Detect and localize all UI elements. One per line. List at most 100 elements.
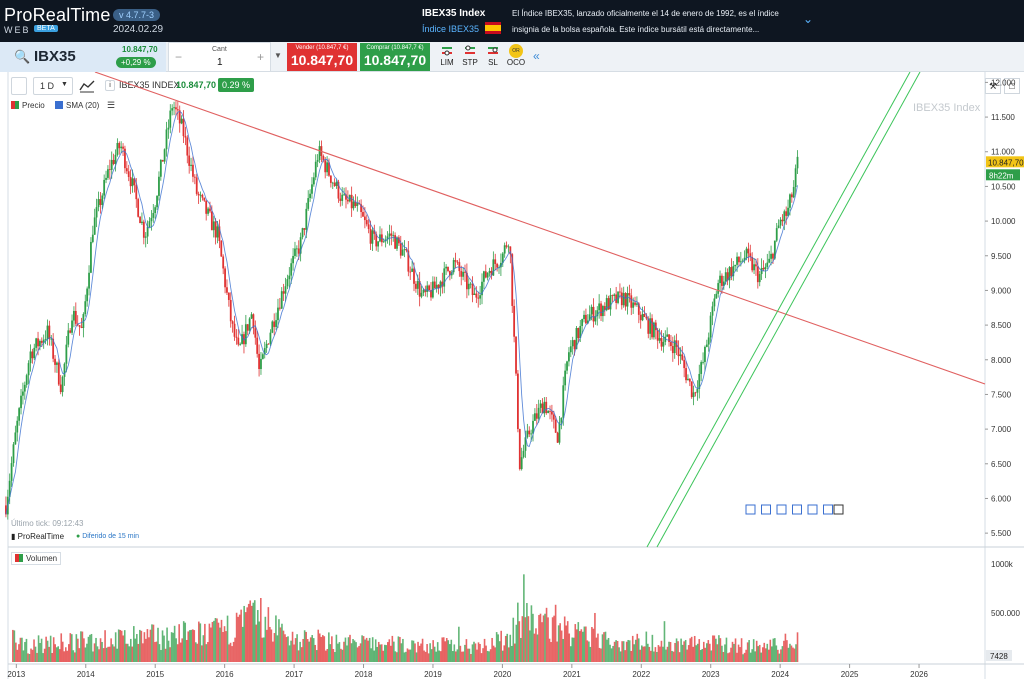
volume-bar xyxy=(409,649,412,662)
volume-bar xyxy=(452,651,454,662)
candle-body xyxy=(613,294,616,296)
order-type-stp[interactable]: STP xyxy=(459,44,481,67)
volume-bar xyxy=(290,640,292,662)
candle-body xyxy=(520,457,523,470)
qty-increase-button[interactable]: + xyxy=(257,50,265,64)
volume-bar xyxy=(170,632,173,662)
candle-body xyxy=(114,154,117,164)
timeframe-select[interactable]: 1 D ▼ xyxy=(33,77,73,95)
volume-bar xyxy=(627,639,629,662)
legend-volume[interactable]: Volumen xyxy=(11,552,62,565)
volume-bar xyxy=(506,633,509,662)
volume-bar xyxy=(582,631,584,662)
volume-bar xyxy=(764,648,767,662)
volume-bar xyxy=(408,649,410,662)
candle-body xyxy=(492,259,495,276)
volume-bar xyxy=(616,640,619,662)
volume-bar xyxy=(98,649,100,662)
volume-bar xyxy=(213,620,215,662)
candle-body xyxy=(356,203,359,207)
app-logo[interactable]: ProRealTime xyxy=(4,5,111,25)
legend-price[interactable]: Precio xyxy=(11,101,45,110)
qty-dropdown-icon[interactable]: ▼ xyxy=(274,51,282,60)
volume-bar xyxy=(796,632,799,662)
volume-bar xyxy=(356,647,359,662)
candle-body xyxy=(626,293,629,307)
volume-bar xyxy=(639,649,642,662)
index-subtitle-link[interactable]: Índice IBEX35 xyxy=(422,24,480,34)
info-icon[interactable]: i xyxy=(105,80,115,91)
candle-body xyxy=(670,342,672,347)
volume-bar xyxy=(769,639,772,662)
candle-body xyxy=(241,334,243,344)
qty-decrease-button[interactable]: − xyxy=(175,50,183,64)
symbol-search[interactable]: 🔍 IBX35 10.847,70 +0,29 % xyxy=(0,42,166,72)
volume-bar xyxy=(698,639,701,662)
candle-body xyxy=(237,337,240,345)
candle-body xyxy=(403,248,406,250)
volume-bar xyxy=(760,652,763,662)
window-icon[interactable]: □ xyxy=(1004,78,1020,94)
candle-body xyxy=(314,161,317,178)
y-tick-label: 9.000 xyxy=(991,286,1012,295)
candle-body xyxy=(169,110,172,128)
volume-bar xyxy=(761,647,764,662)
volume-bar xyxy=(450,639,453,662)
collapse-chevron-icon[interactable]: « xyxy=(533,49,540,63)
price-chart[interactable]: 12.000 11.500 11.000 10.500 10.000 9.500 9.000… xyxy=(0,72,1024,679)
quantity-stepper[interactable]: − Cant 1 + xyxy=(168,42,271,72)
order-type-lim[interactable]: LIM xyxy=(436,44,458,67)
volume-bar xyxy=(365,637,368,662)
volume-bar xyxy=(66,650,69,662)
candle-body xyxy=(747,248,750,254)
volume-bar xyxy=(509,634,512,662)
search-icon[interactable]: 🔍 xyxy=(14,49,31,64)
volume-bar xyxy=(583,626,586,662)
volume-bar xyxy=(780,649,782,662)
candle-body xyxy=(585,314,587,324)
volume-bar xyxy=(498,641,501,662)
volume-bar xyxy=(792,647,794,662)
candle-body xyxy=(656,330,659,341)
candle-body xyxy=(600,303,602,317)
buy-button[interactable]: Comprar (10.847,7 €) 10.847,70 xyxy=(360,43,430,71)
sell-button[interactable]: Vender (10.847,7 €) 10.847,70 xyxy=(287,43,357,71)
volume-bar xyxy=(523,574,525,662)
volume-bar xyxy=(668,641,670,662)
volume-bar xyxy=(326,648,329,662)
list-icon[interactable]: ☰ xyxy=(107,100,116,110)
volume-bar xyxy=(739,647,741,662)
wrench-icon[interactable]: ⚒ xyxy=(985,78,1001,94)
candle-body xyxy=(651,318,653,338)
volume-bar xyxy=(458,626,460,662)
chevron-down-icon[interactable]: ⌄ xyxy=(803,12,814,26)
candle-body xyxy=(707,337,710,345)
volume-bar xyxy=(33,639,35,662)
volume-bar xyxy=(436,642,439,662)
x-tick-label: 2018 xyxy=(355,670,373,679)
qty-label: Cant xyxy=(212,46,227,53)
volume-bar xyxy=(533,633,536,662)
volume-bar xyxy=(515,624,518,662)
volume-bar xyxy=(473,641,475,662)
volume-bar xyxy=(149,629,152,662)
order-type-sl[interactable]: SL xyxy=(482,44,504,67)
order-type-oco[interactable]: OR OCO xyxy=(505,44,527,67)
qty-input[interactable]: 1 xyxy=(217,57,223,68)
chart-type-icon[interactable] xyxy=(79,78,95,94)
legend-sma[interactable]: SMA (20) xyxy=(55,101,99,110)
candle-body xyxy=(65,344,68,364)
volume-bar xyxy=(315,650,318,662)
symbol-name[interactable]: IBX35 xyxy=(34,48,76,65)
volume-bar xyxy=(563,616,566,662)
candle-body xyxy=(88,272,90,289)
volume-bar xyxy=(771,646,773,662)
instrument-change-badge: 0.29 % xyxy=(218,78,255,92)
volume-bar xyxy=(317,629,320,662)
channel-line-lower xyxy=(656,72,921,548)
volume-bar xyxy=(371,637,374,662)
drag-handle-icon[interactable] xyxy=(11,77,27,95)
candle-body xyxy=(135,185,138,200)
volume-bar xyxy=(651,634,654,662)
volume-bar xyxy=(240,609,242,662)
